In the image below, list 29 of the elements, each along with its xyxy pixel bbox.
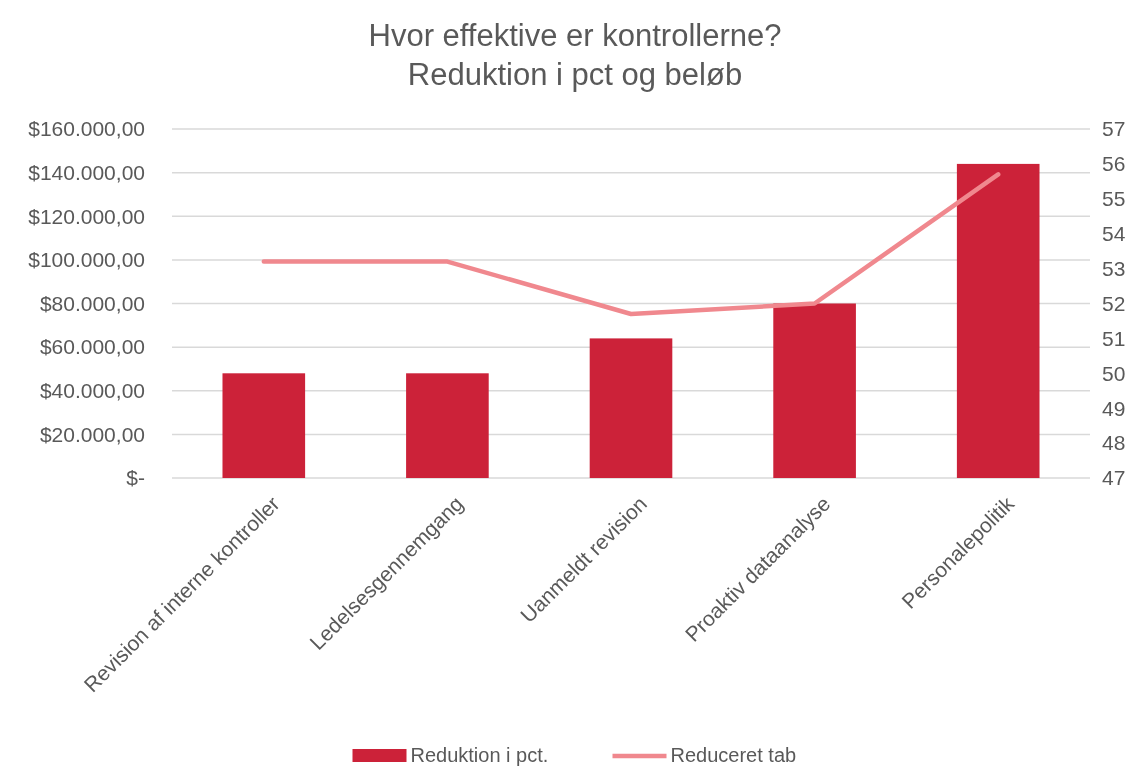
y2-tick-label: 51 [1102, 326, 1126, 350]
y2-tick-label: 54 [1102, 222, 1126, 246]
y2-tick-label: 53 [1102, 256, 1126, 280]
y2-tick-label: 57 [1102, 117, 1126, 141]
y-tick-label: $140.000,00 [28, 160, 145, 184]
bar [589, 338, 673, 478]
y-tick-label: $80.000,00 [39, 291, 145, 315]
legend-label: Reduktion i pct. [410, 744, 549, 766]
y-tick-label: $100.000,00 [28, 248, 145, 272]
y2-tick-label: 50 [1102, 361, 1126, 385]
y2-tick-label: 49 [1102, 396, 1126, 420]
line-series [261, 172, 1001, 317]
y2-tick-label: 47 [1102, 466, 1126, 490]
y-tick-label: $120.000,00 [28, 204, 145, 228]
y-tick-label: $60.000,00 [39, 335, 145, 359]
y-tick-label: $160.000,00 [28, 117, 145, 141]
bar [222, 373, 306, 478]
y2-tick-label: 55 [1102, 187, 1126, 211]
bar [406, 373, 489, 478]
y2-tick-label: 52 [1102, 291, 1126, 315]
bar [773, 303, 856, 478]
legend-label: Reduceret tab [670, 744, 797, 766]
y2-tick-label: 56 [1102, 152, 1126, 176]
y-tick-label: $40.000,00 [39, 379, 145, 403]
y-tick-label: $20.000,00 [39, 422, 145, 446]
y2-tick-label: 48 [1102, 431, 1126, 455]
chart-title: Hvor effektive er kontrollerne? Reduktion i pct og beløb [368, 18, 782, 92]
bar [956, 163, 1040, 478]
y-tick-label: $- [126, 466, 145, 490]
